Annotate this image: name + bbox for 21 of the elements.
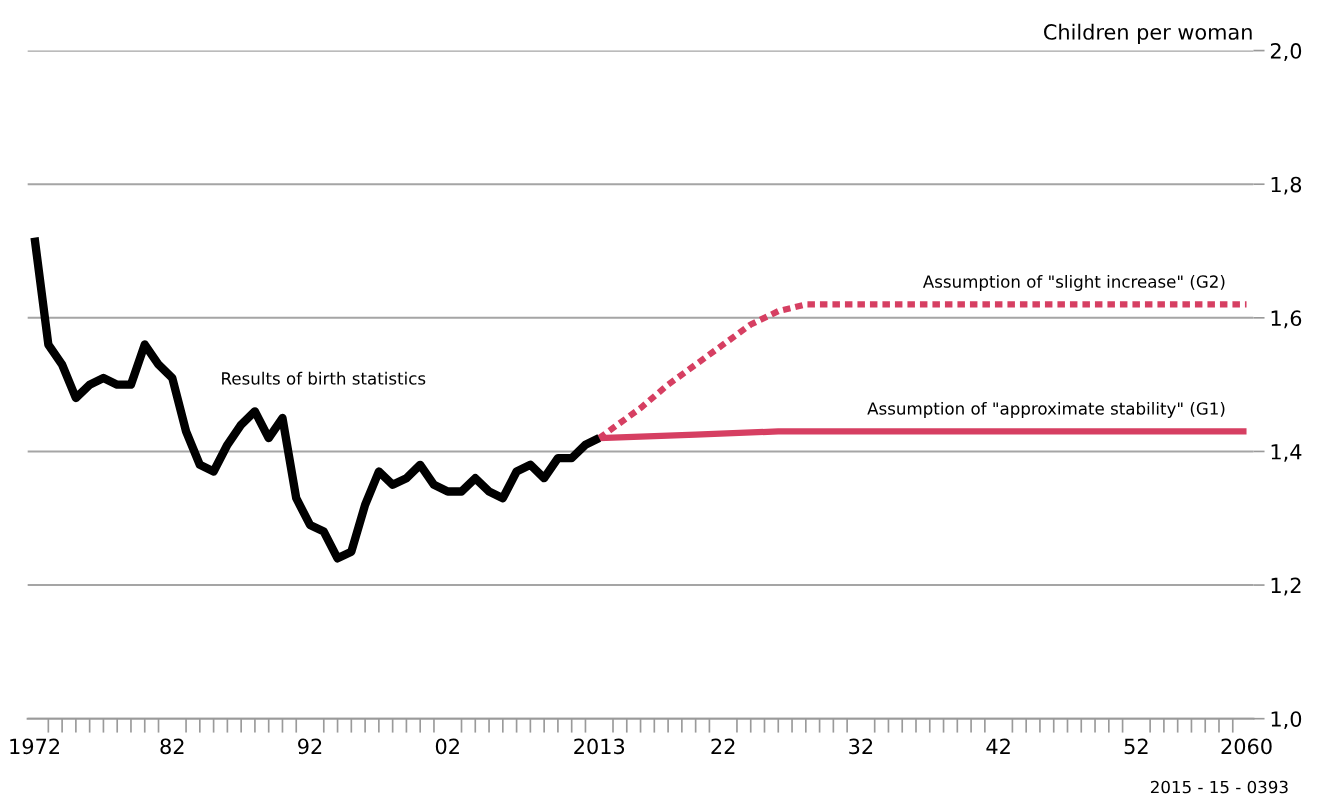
- y-axis-title: Children per woman: [1044, 23, 1252, 44]
- x-tick-label: 92: [298, 738, 322, 755]
- y-tick-label: 1,4: [1271, 444, 1302, 462]
- x-tick-label: 52: [1124, 738, 1148, 755]
- x-tick-label: 2060: [1221, 738, 1272, 755]
- x-tick-label: 42: [986, 738, 1010, 754]
- x-tick-label: 82: [160, 738, 184, 755]
- x-tick-label: 02: [435, 738, 459, 755]
- y-tick-label: 1,2: [1271, 577, 1301, 596]
- y-tick-label: 1,8: [1271, 176, 1302, 195]
- x-tick-label: 22: [711, 738, 735, 754]
- text: Results of birth statistics: [222, 371, 426, 385]
- series-label: Assumption of "slight increase" (G2): [922, 274, 1225, 292]
- y-tick-label: 2,0: [1270, 43, 1302, 61]
- y-tick-label: 1,6: [1271, 310, 1302, 329]
- x-tick-label: 2013: [574, 738, 625, 755]
- series-label: Assumption of "approximate stability" (G1): [867, 401, 1225, 419]
- text: 2015 - 15 - 0393: [1150, 780, 1288, 794]
- y-tick-label: 1,0: [1271, 711, 1302, 730]
- x-tick-label: 1972: [10, 738, 59, 755]
- x-tick-label: 32: [849, 738, 873, 755]
